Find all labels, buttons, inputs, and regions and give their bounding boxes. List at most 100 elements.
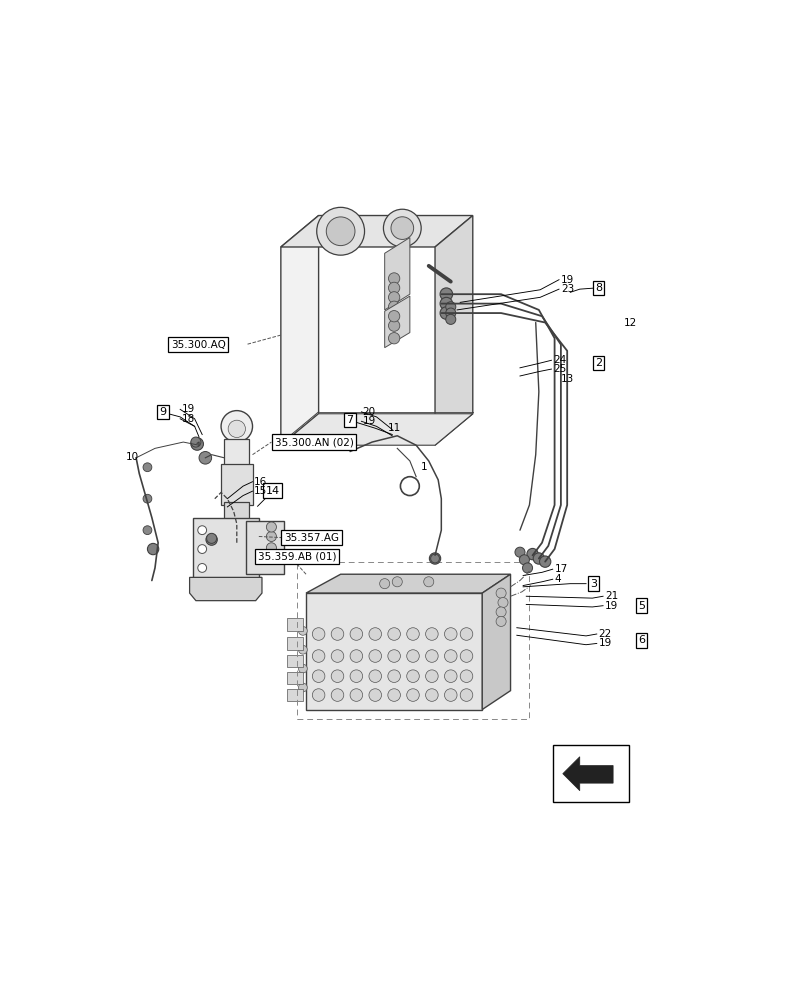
Circle shape: [521, 563, 532, 573]
Circle shape: [460, 650, 472, 662]
Text: 15: 15: [254, 486, 267, 496]
Circle shape: [460, 689, 472, 701]
Text: 13: 13: [560, 374, 573, 384]
Circle shape: [539, 556, 550, 567]
Polygon shape: [306, 574, 510, 593]
Circle shape: [444, 628, 457, 640]
Circle shape: [198, 564, 206, 572]
Text: 2: 2: [594, 358, 602, 368]
Circle shape: [350, 628, 363, 640]
Polygon shape: [287, 672, 303, 684]
Polygon shape: [192, 518, 259, 581]
Text: 23: 23: [560, 284, 573, 294]
Text: 9: 9: [160, 407, 166, 417]
Circle shape: [460, 628, 472, 640]
Polygon shape: [224, 439, 249, 467]
Polygon shape: [221, 464, 252, 505]
Circle shape: [445, 308, 455, 318]
Circle shape: [368, 689, 381, 701]
Circle shape: [350, 689, 363, 701]
Polygon shape: [287, 637, 303, 650]
Circle shape: [440, 288, 452, 300]
Text: 12: 12: [623, 318, 637, 328]
Polygon shape: [306, 593, 482, 710]
Circle shape: [406, 628, 418, 640]
Text: 7: 7: [346, 415, 354, 425]
Bar: [552, 745, 628, 802]
Circle shape: [143, 463, 152, 472]
Circle shape: [425, 650, 438, 662]
Polygon shape: [281, 216, 318, 445]
Text: 1: 1: [421, 462, 427, 472]
Circle shape: [368, 670, 381, 682]
Circle shape: [380, 579, 389, 589]
Circle shape: [388, 292, 399, 303]
Circle shape: [221, 411, 252, 442]
Circle shape: [199, 452, 212, 464]
Polygon shape: [562, 757, 612, 791]
Circle shape: [368, 628, 381, 640]
Circle shape: [198, 526, 206, 535]
Circle shape: [143, 526, 152, 535]
Circle shape: [445, 314, 455, 324]
Circle shape: [440, 307, 452, 319]
Polygon shape: [190, 577, 262, 601]
Text: 5: 5: [637, 601, 644, 611]
Circle shape: [430, 554, 439, 563]
Circle shape: [514, 547, 525, 557]
Text: 19: 19: [598, 638, 611, 648]
Circle shape: [326, 217, 354, 246]
Circle shape: [331, 670, 343, 682]
Circle shape: [298, 664, 307, 673]
Circle shape: [228, 420, 245, 438]
Text: 19: 19: [560, 275, 573, 285]
Circle shape: [519, 555, 529, 565]
Circle shape: [298, 645, 307, 654]
Polygon shape: [287, 689, 303, 701]
Circle shape: [312, 689, 324, 701]
Circle shape: [331, 689, 343, 701]
Circle shape: [388, 320, 399, 331]
Circle shape: [312, 650, 324, 662]
Text: 35.357.AG: 35.357.AG: [284, 533, 338, 543]
Circle shape: [350, 670, 363, 682]
Circle shape: [388, 628, 400, 640]
Circle shape: [429, 553, 440, 564]
Bar: [296, 562, 529, 719]
Circle shape: [425, 689, 438, 701]
Circle shape: [497, 598, 508, 608]
Circle shape: [191, 438, 204, 450]
Circle shape: [331, 650, 343, 662]
Circle shape: [191, 437, 200, 447]
Circle shape: [206, 533, 217, 543]
Polygon shape: [281, 414, 472, 445]
Circle shape: [460, 670, 472, 682]
Circle shape: [425, 670, 438, 682]
Circle shape: [206, 534, 217, 545]
Circle shape: [350, 650, 363, 662]
Text: 19: 19: [363, 416, 375, 426]
Text: 35.359.AB (01): 35.359.AB (01): [257, 552, 336, 562]
Polygon shape: [281, 216, 472, 247]
Circle shape: [388, 670, 400, 682]
Circle shape: [526, 548, 538, 560]
Circle shape: [406, 650, 418, 662]
Circle shape: [368, 650, 381, 662]
Circle shape: [496, 616, 505, 626]
Circle shape: [312, 670, 324, 682]
Text: 18: 18: [182, 414, 195, 424]
Circle shape: [406, 689, 418, 701]
Circle shape: [444, 689, 457, 701]
Circle shape: [388, 311, 399, 322]
Polygon shape: [482, 574, 510, 710]
Polygon shape: [287, 655, 303, 667]
Text: 6: 6: [637, 635, 644, 645]
Circle shape: [440, 297, 452, 310]
Text: 3: 3: [590, 579, 596, 589]
Circle shape: [298, 626, 307, 635]
Text: 4: 4: [554, 574, 560, 584]
Polygon shape: [435, 216, 472, 445]
Text: 20: 20: [363, 407, 375, 417]
Circle shape: [444, 670, 457, 682]
Circle shape: [496, 607, 505, 617]
